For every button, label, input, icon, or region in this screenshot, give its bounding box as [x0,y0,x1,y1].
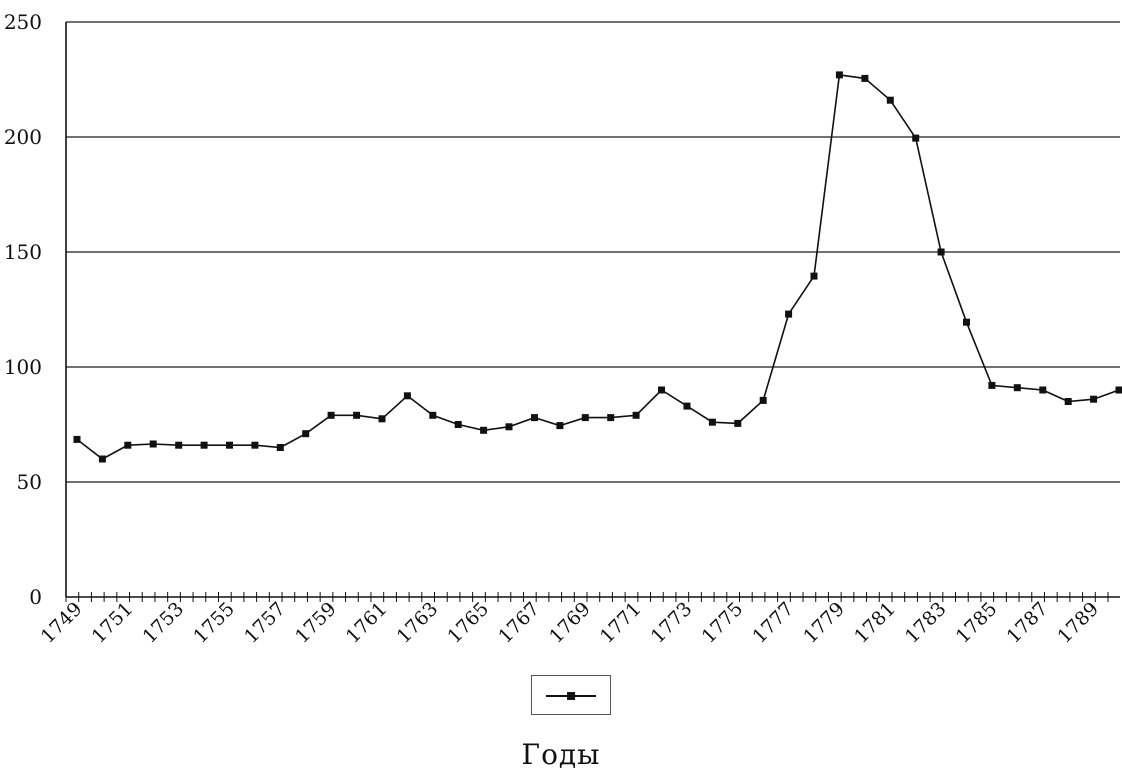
point-1753 [175,441,183,449]
x-tick-label-1773: 1773 [647,598,697,648]
x-tick-label-1749: 1749 [37,598,87,648]
y-tick-label-0: 0 [29,585,42,609]
point-1789 [1090,395,1098,403]
y-tick-label-100: 100 [4,355,42,379]
point-1762 [403,392,411,400]
point-1765 [480,426,488,434]
x-tick-label-1761: 1761 [342,598,392,648]
point-1775 [734,419,742,427]
point-1773 [683,402,691,410]
point-1749 [73,435,81,443]
x-tick-label-1767: 1767 [494,598,544,648]
point-1764 [454,421,462,428]
point-1754 [200,441,208,449]
legend-marker-swatch [567,692,575,700]
point-1750 [98,455,106,463]
x-tick-label-1775: 1775 [698,598,748,648]
point-1752 [149,440,157,448]
x-tick-label-1757: 1757 [240,598,290,648]
point-1761 [378,415,386,423]
point-1783 [937,248,945,256]
point-1786 [1013,384,1021,392]
x-tick-label-1787: 1787 [1003,598,1053,648]
y-tick-label-200: 200 [4,125,42,149]
x-tick-label-1781: 1781 [850,598,900,648]
y-tick-label-50: 50 [17,470,42,494]
point-1755 [226,441,233,449]
point-1756 [251,441,259,449]
point-1770 [607,414,615,422]
point-1771 [632,411,640,419]
axes [65,22,1120,602]
legend [531,675,611,715]
point-1790 [1115,386,1122,394]
series-group [73,71,1122,463]
point-1766 [505,423,513,431]
point-1778 [810,272,818,280]
gridlines [66,21,1120,483]
point-1784 [963,318,970,326]
x-tick-label-1789: 1789 [1053,598,1103,648]
x-tick-label-1755: 1755 [189,598,239,648]
point-1781 [886,96,894,104]
point-1763 [429,411,437,419]
point-1779 [835,71,843,79]
point-1759 [327,411,335,419]
point-1785 [988,381,996,389]
x-axis-label: Годы [521,738,601,771]
series-0-line [76,73,1120,460]
x-tick-label-1769: 1769 [545,598,595,648]
x-axis-tick-labels: 1749 1751 1753 1755 1757 1759 1761 1763 1765 1767… [37,598,1103,648]
y-tick-label-150: 150 [4,240,42,264]
x-tick-label-1785: 1785 [952,598,1002,648]
point-1780 [861,74,869,82]
point-1760 [353,411,361,419]
point-1757 [276,444,284,451]
x-tick-label-1759: 1759 [291,598,341,648]
y-axis-tick-labels: 0 50 100 150 200 250 [4,10,42,609]
point-1769 [581,414,589,422]
point-1772 [658,386,665,394]
point-1788 [1064,398,1072,405]
point-1768 [556,422,564,430]
point-1758 [302,430,310,438]
x-tick-label-1753: 1753 [138,598,188,648]
point-1767 [531,414,538,422]
x-tick-label-1765: 1765 [443,598,493,648]
point-1787 [1039,386,1047,394]
point-1777 [785,310,793,318]
x-tick-label-1783: 1783 [901,598,951,648]
x-tick-label-1751: 1751 [88,598,138,648]
point-1751 [124,441,132,449]
point-1774 [708,418,716,426]
x-tick-label-1779: 1779 [799,598,849,648]
x-tick-label-1763: 1763 [393,598,443,648]
x-tick-label-1771: 1771 [596,598,646,648]
point-1782 [912,134,920,142]
y-tick-label-250: 250 [4,10,42,34]
x-tick-label-1777: 1777 [748,598,798,648]
point-1776 [759,396,767,404]
